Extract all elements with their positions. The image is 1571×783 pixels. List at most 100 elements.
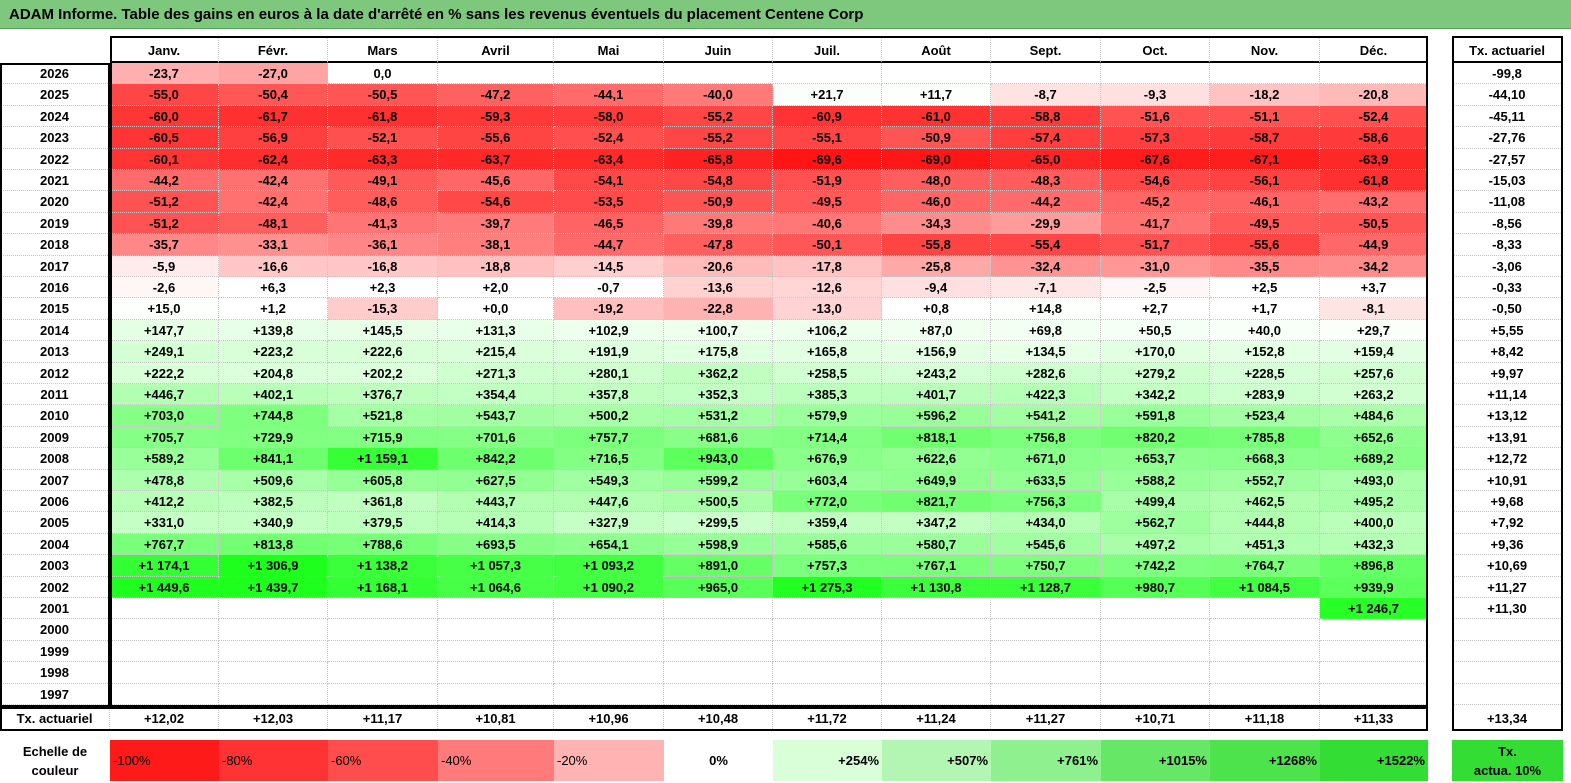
value-cell: -65,8 <box>664 148 773 170</box>
value-cell: -50,1 <box>773 234 882 256</box>
value-cell: +202,2 <box>328 362 438 384</box>
value-cell <box>438 683 554 705</box>
value-cell: +257,6 <box>1320 362 1428 384</box>
value-cell: -56,1 <box>1210 170 1320 192</box>
value-cell: -18,2 <box>1210 84 1320 106</box>
value-cell: +965,0 <box>664 576 773 598</box>
ta-cell: -27,76 <box>1452 127 1563 149</box>
value-cell: -60,5 <box>110 127 219 149</box>
value-cell: -55,2 <box>664 105 773 128</box>
month-header: Nov. <box>1210 36 1320 63</box>
year-cell: 2021 <box>0 170 110 192</box>
value-cell: +523,4 <box>1210 405 1320 427</box>
footer-label: Tx. actuariel <box>0 707 110 731</box>
legend-label-line1: Echelle de <box>22 744 88 759</box>
value-cell: +156,9 <box>882 341 991 363</box>
value-cell <box>1101 63 1210 85</box>
value-cell <box>882 63 991 85</box>
legend-swatch: +1522% <box>1320 740 1428 781</box>
value-cell: -61,7 <box>219 105 328 128</box>
value-cell <box>219 662 328 684</box>
value-cell: +263,2 <box>1320 384 1428 406</box>
value-cell: +649,9 <box>882 469 991 491</box>
value-cell: -42,4 <box>219 191 328 213</box>
value-cell: +891,0 <box>664 555 773 577</box>
value-cell: -39,7 <box>438 212 554 235</box>
footer-value: +12,03 <box>219 707 328 731</box>
value-cell <box>773 619 882 641</box>
footer-value: +11,33 <box>1320 707 1428 731</box>
ta-cell: -0,50 <box>1452 298 1563 320</box>
ta-cell: -44,10 <box>1452 84 1563 106</box>
value-cell <box>1320 619 1428 641</box>
value-cell <box>1210 683 1320 705</box>
value-cell <box>882 662 991 684</box>
year-cell: 2019 <box>0 212 110 235</box>
value-cell <box>773 683 882 705</box>
year-cell: 2001 <box>0 598 110 620</box>
value-cell: +500,5 <box>664 491 773 513</box>
value-cell <box>1320 662 1428 684</box>
value-cell <box>1320 640 1428 663</box>
value-cell: -13,0 <box>773 298 882 320</box>
ta-cell: +8,42 <box>1452 341 1563 363</box>
value-cell: -55,4 <box>991 234 1101 256</box>
value-cell: +2,0 <box>438 277 554 299</box>
value-cell: -45,6 <box>438 170 554 192</box>
value-cell: -17,8 <box>773 255 882 277</box>
value-cell: +21,7 <box>773 84 882 106</box>
value-cell: -44,2 <box>991 191 1101 213</box>
month-header: Mai <box>554 36 664 63</box>
value-cell: -51,1 <box>1210 105 1320 128</box>
ta-cell: +10,91 <box>1452 469 1563 491</box>
month-header: Oct. <box>1101 36 1210 63</box>
value-cell <box>554 640 664 663</box>
value-cell: +652,6 <box>1320 426 1428 449</box>
ta-cell: -27,57 <box>1452 148 1563 170</box>
value-cell: +764,7 <box>1210 555 1320 577</box>
value-cell: +444,8 <box>1210 512 1320 534</box>
value-cell: +767,1 <box>882 555 991 577</box>
value-cell: +668,3 <box>1210 448 1320 470</box>
value-cell: +402,1 <box>219 384 328 406</box>
value-cell: +820,2 <box>1101 426 1210 449</box>
year-cell: 1999 <box>0 640 110 663</box>
value-cell <box>110 662 219 684</box>
ta-header: Tx. actuariel <box>1452 36 1563 63</box>
value-cell: -14,5 <box>554 255 664 277</box>
month-header: Févr. <box>219 36 328 63</box>
legend-swatch: +507% <box>882 740 991 781</box>
value-cell: -49,5 <box>773 191 882 213</box>
footer-value: +11,27 <box>991 707 1101 731</box>
value-cell <box>1210 640 1320 663</box>
value-cell: +495,2 <box>1320 491 1428 513</box>
year-cell: 2003 <box>0 555 110 577</box>
value-cell <box>991 662 1101 684</box>
value-cell <box>991 640 1101 663</box>
value-cell <box>882 640 991 663</box>
value-cell: -40,6 <box>773 212 882 235</box>
value-cell: +1 174,1 <box>110 555 219 577</box>
value-cell <box>1101 662 1210 684</box>
year-cell: 2020 <box>0 191 110 213</box>
value-cell: +676,9 <box>773 448 882 470</box>
value-cell: -16,6 <box>219 255 328 277</box>
ta-cell <box>1452 683 1563 705</box>
value-cell: -19,2 <box>554 298 664 320</box>
value-cell: -54,6 <box>438 191 554 213</box>
year-cell: 2025 <box>0 84 110 106</box>
value-cell: -58,0 <box>554 105 664 128</box>
value-cell: +69,8 <box>991 319 1101 342</box>
value-cell <box>664 598 773 620</box>
value-cell: -12,6 <box>773 277 882 299</box>
legend-ta-line1: Tx. <box>1498 744 1517 759</box>
value-cell: -0,7 <box>554 277 664 299</box>
ta-cell: +13,91 <box>1452 426 1563 449</box>
ta-cell: -8,33 <box>1452 234 1563 256</box>
value-cell: +1 057,3 <box>438 555 554 577</box>
value-cell: -50,9 <box>664 191 773 213</box>
value-cell: +446,7 <box>110 384 219 406</box>
value-cell <box>110 683 219 705</box>
value-cell: -2,6 <box>110 277 219 299</box>
year-cell: 2008 <box>0 448 110 470</box>
